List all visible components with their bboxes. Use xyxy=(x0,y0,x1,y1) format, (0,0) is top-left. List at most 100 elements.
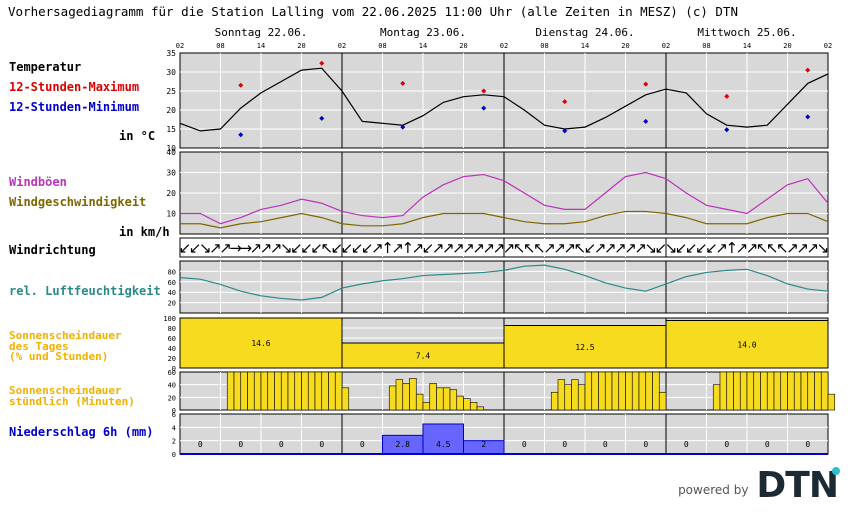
temperature-line xyxy=(179,67,829,132)
sun-daily-label: 14.0 xyxy=(737,340,756,349)
precip-label: 2 xyxy=(481,440,486,449)
wind-arrow: ↙ xyxy=(341,239,354,257)
wind-arrow: ↗ xyxy=(634,239,647,257)
wind-arrow: ↖ xyxy=(513,239,526,257)
sun-daily-ytick: 40 xyxy=(168,345,176,353)
sun-daily-ytick: 80 xyxy=(168,325,176,333)
sun-hourly-bar xyxy=(584,371,593,411)
label-sonne-tag-3: (% und Stunden) xyxy=(9,350,109,363)
precip-label: 2.8 xyxy=(396,440,411,449)
hour-tick-label: 08 xyxy=(540,42,548,50)
sun-hourly-bar xyxy=(294,371,302,411)
wind-arrow: ↗ xyxy=(553,239,566,257)
sun-hourly-bar xyxy=(787,371,795,411)
sun-hourly-bar xyxy=(733,371,741,411)
temp-ytick: 25 xyxy=(166,87,176,96)
wind-arrow: ↗ xyxy=(614,239,627,257)
wind-arrow: ↖ xyxy=(756,239,769,257)
windgeschwindigkeit-line xyxy=(180,210,829,229)
dtn-branding: powered by DTN xyxy=(678,465,840,506)
precip-ytick: 6 xyxy=(172,411,176,419)
sun-hourly-bar xyxy=(793,371,802,411)
min-point xyxy=(562,128,568,134)
wind-arrow: ↗ xyxy=(209,239,222,257)
wind-arrow: → xyxy=(240,239,253,257)
wind-arrow: ↗ xyxy=(746,239,759,257)
sun-hourly-bar xyxy=(456,395,464,411)
sun-hourly-bar xyxy=(240,371,248,411)
sun-hourly-ytick: 0 xyxy=(172,407,176,415)
sun-hourly-ytick: 60 xyxy=(168,369,176,377)
sun-hourly-bar xyxy=(476,406,485,411)
temp-ytick: 30 xyxy=(166,68,176,77)
sun-hourly-bar xyxy=(800,371,809,411)
wind-arrow: ↘ xyxy=(199,239,212,257)
wind-arrow: ↗ xyxy=(493,239,506,257)
label-feuchte: rel. Luftfeuchtigkeit xyxy=(9,284,161,298)
sun-daily-label: 14.6 xyxy=(251,339,270,348)
sun-hourly-bar xyxy=(652,371,660,411)
sun-hourly-bar xyxy=(395,379,404,411)
temp-ytick: 10 xyxy=(166,144,176,153)
sun-hourly-bar xyxy=(226,371,235,411)
wind-arrow: ↗ xyxy=(483,239,496,257)
wind-arrow: ↖ xyxy=(533,239,546,257)
precip-ytick: 4 xyxy=(172,424,176,432)
sun-hourly-bar xyxy=(766,371,775,411)
hour-tick-label: 02 xyxy=(500,42,508,50)
precip-label: 0 xyxy=(765,440,770,449)
label-niederschlag: Niederschlag 6h (mm) xyxy=(9,425,154,439)
label-windrichtung: Windrichtung xyxy=(9,243,96,257)
wind-arrow: ↗ xyxy=(786,239,799,257)
sun-hourly-bar xyxy=(760,371,768,411)
sun-hourly-bar xyxy=(449,389,458,411)
sun-hourly-bar xyxy=(753,371,761,411)
sun-hourly-bar xyxy=(780,371,788,411)
sun-hourly-bar xyxy=(280,371,289,411)
label-min: 12-Stunden-Minimum xyxy=(9,100,140,114)
wind-ytick: 40 xyxy=(166,148,176,157)
precip-label: 0 xyxy=(522,440,527,449)
hour-tick-label: 02 xyxy=(824,42,832,50)
hour-tick-label: 02 xyxy=(338,42,346,50)
wind-arrow: ↙ xyxy=(584,239,597,257)
precip-label: 0 xyxy=(805,440,810,449)
windboeen-line xyxy=(180,171,829,225)
wind-arrow: ↗ xyxy=(260,239,273,257)
sun-daily-ytick: 60 xyxy=(168,335,176,343)
precip-label: 0 xyxy=(562,440,567,449)
wind-arrow: ↖ xyxy=(321,239,334,257)
max-point xyxy=(805,67,811,73)
wind-ytick: 10 xyxy=(166,210,176,219)
wind-arrow: ↗ xyxy=(270,239,283,257)
wind-arrow: ↗ xyxy=(391,239,404,257)
label-sonne-std-2: stündlich (Minuten) xyxy=(9,395,135,408)
wind-arrow: ↙ xyxy=(189,239,202,257)
wind-arrow: ↗ xyxy=(250,239,263,257)
sun-daily-ytick: 20 xyxy=(168,355,176,363)
sun-hourly-bar xyxy=(274,371,282,411)
wind-arrow: ↙ xyxy=(685,239,698,257)
sun-hourly-bar xyxy=(247,371,255,411)
precip-label: 0 xyxy=(724,440,729,449)
temp-ytick: 35 xyxy=(166,49,176,58)
sun-hourly-ytick: 40 xyxy=(168,382,176,390)
sun-hourly-bar xyxy=(267,371,275,411)
precip-label: 0 xyxy=(360,440,365,449)
hour-tick-label: 14 xyxy=(743,42,751,50)
sun-hourly-bar xyxy=(739,371,748,411)
min-point xyxy=(724,127,730,133)
wind-arrow: ↖ xyxy=(523,239,536,257)
hour-tick-label: 20 xyxy=(621,42,629,50)
wind-arrow: ↙ xyxy=(351,239,364,257)
wind-arrow: ↗ xyxy=(604,239,617,257)
wind-arrow: ↗ xyxy=(462,239,475,257)
sun-hourly-bar xyxy=(253,371,262,411)
sun-hourly-bar xyxy=(604,371,613,411)
sun-hourly-bar xyxy=(287,371,296,411)
sun-hourly-bar xyxy=(436,387,444,411)
sun-hourly-bar xyxy=(422,402,431,411)
sun-hourly-bar xyxy=(814,371,822,411)
wind-arrow: ↙ xyxy=(361,239,374,257)
